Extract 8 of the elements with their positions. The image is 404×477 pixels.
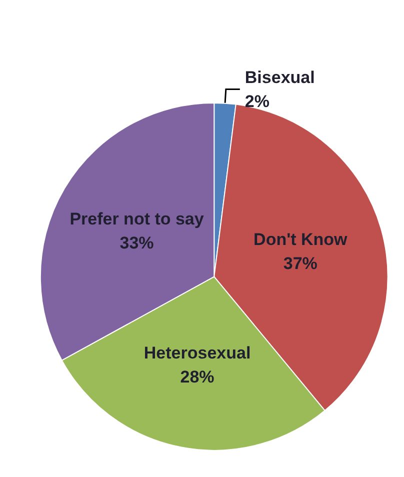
data-label: 2%	[244, 92, 270, 111]
slice-label: Prefer not to say	[70, 209, 204, 228]
data-label: 37%	[283, 254, 318, 274]
slice-label: Don't Know	[254, 230, 348, 250]
data-label: 33%	[120, 233, 154, 252]
slice-label: Bisexual	[244, 68, 315, 87]
data-label: 28%	[180, 367, 214, 386]
slice-label: Heterosexual	[144, 343, 251, 362]
